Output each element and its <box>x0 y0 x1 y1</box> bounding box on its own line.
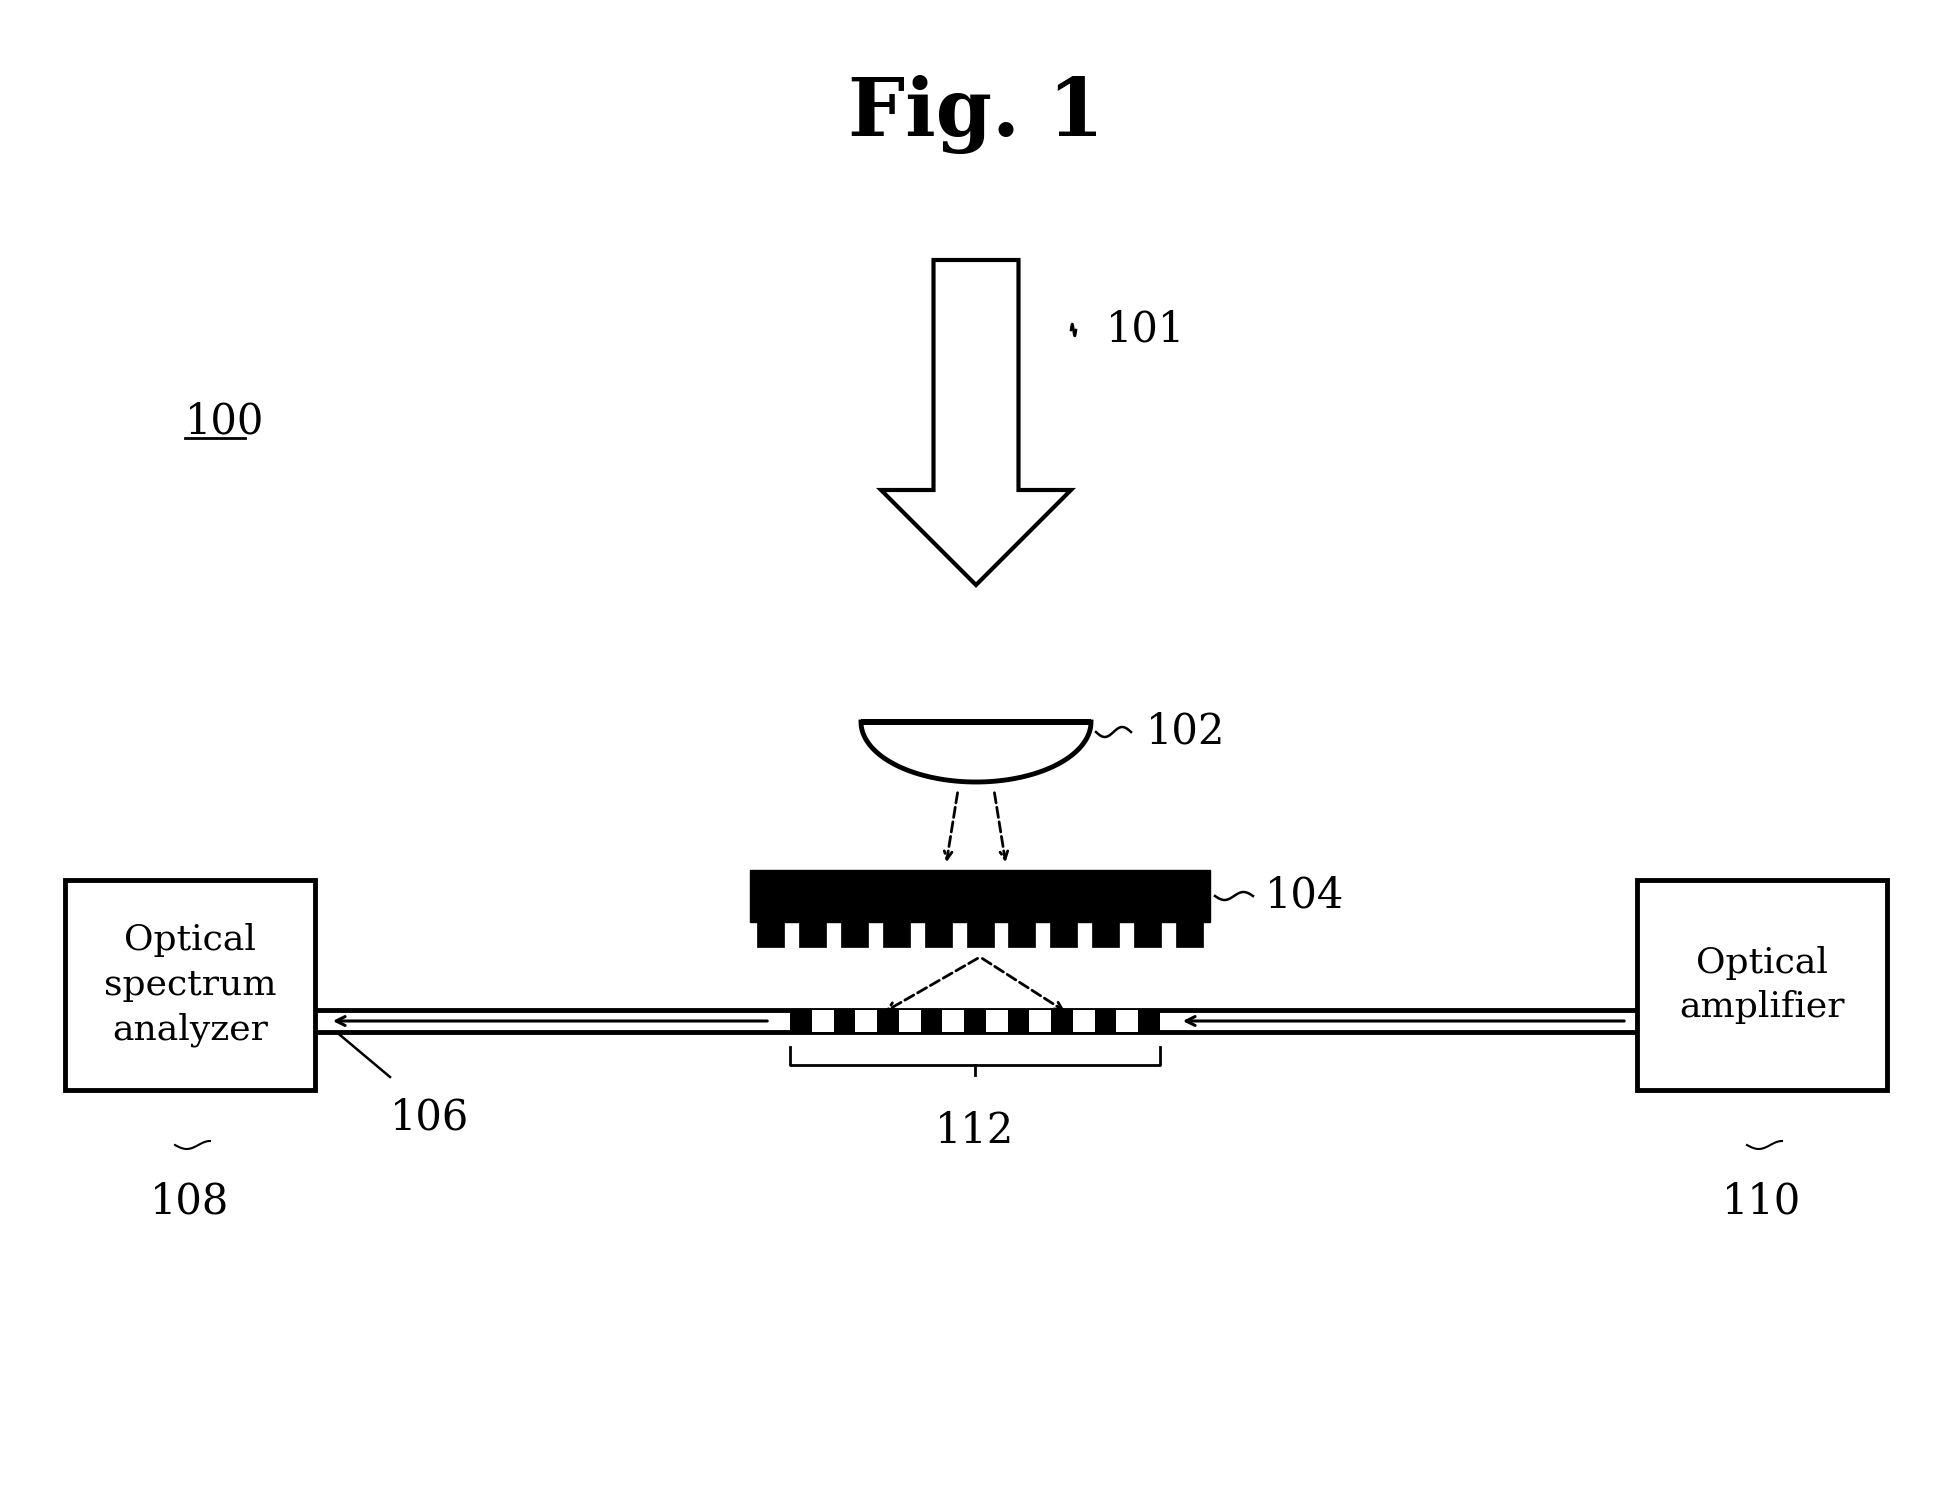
Bar <box>966 923 994 947</box>
Polygon shape <box>880 260 1072 584</box>
Bar <box>1138 1010 1159 1031</box>
Bar <box>1007 1010 1029 1031</box>
Bar <box>64 880 314 1090</box>
Bar <box>921 1010 943 1031</box>
Bar <box>1052 1010 1074 1031</box>
Bar <box>757 923 785 947</box>
Bar <box>1009 923 1035 947</box>
Text: 110: 110 <box>1722 1179 1802 1222</box>
Bar <box>1091 923 1118 947</box>
Bar <box>798 923 826 947</box>
Bar <box>791 1010 812 1031</box>
Bar <box>791 1010 1159 1031</box>
Bar <box>1638 880 1888 1090</box>
Text: 102: 102 <box>1146 711 1226 753</box>
Text: Optical
spectrum
analyzer: Optical spectrum analyzer <box>103 923 277 1046</box>
Bar <box>1095 1010 1117 1031</box>
Text: 108: 108 <box>150 1179 230 1222</box>
Bar <box>876 1010 898 1031</box>
Bar <box>1175 923 1202 947</box>
Text: 104: 104 <box>1265 874 1345 917</box>
Polygon shape <box>861 722 1091 782</box>
Text: 106: 106 <box>390 1096 470 1139</box>
Text: Optical
amplifier: Optical amplifier <box>1679 945 1845 1024</box>
Bar <box>841 923 869 947</box>
Bar <box>1050 923 1078 947</box>
Bar <box>882 923 910 947</box>
Text: 112: 112 <box>935 1110 1015 1152</box>
Bar <box>750 870 1210 923</box>
Text: 100: 100 <box>185 400 264 442</box>
Bar <box>1134 923 1161 947</box>
Bar <box>834 1010 855 1031</box>
Text: Fig. 1: Fig. 1 <box>847 76 1105 154</box>
Bar <box>925 923 953 947</box>
Text: 101: 101 <box>1107 310 1185 350</box>
Bar <box>964 1010 986 1031</box>
